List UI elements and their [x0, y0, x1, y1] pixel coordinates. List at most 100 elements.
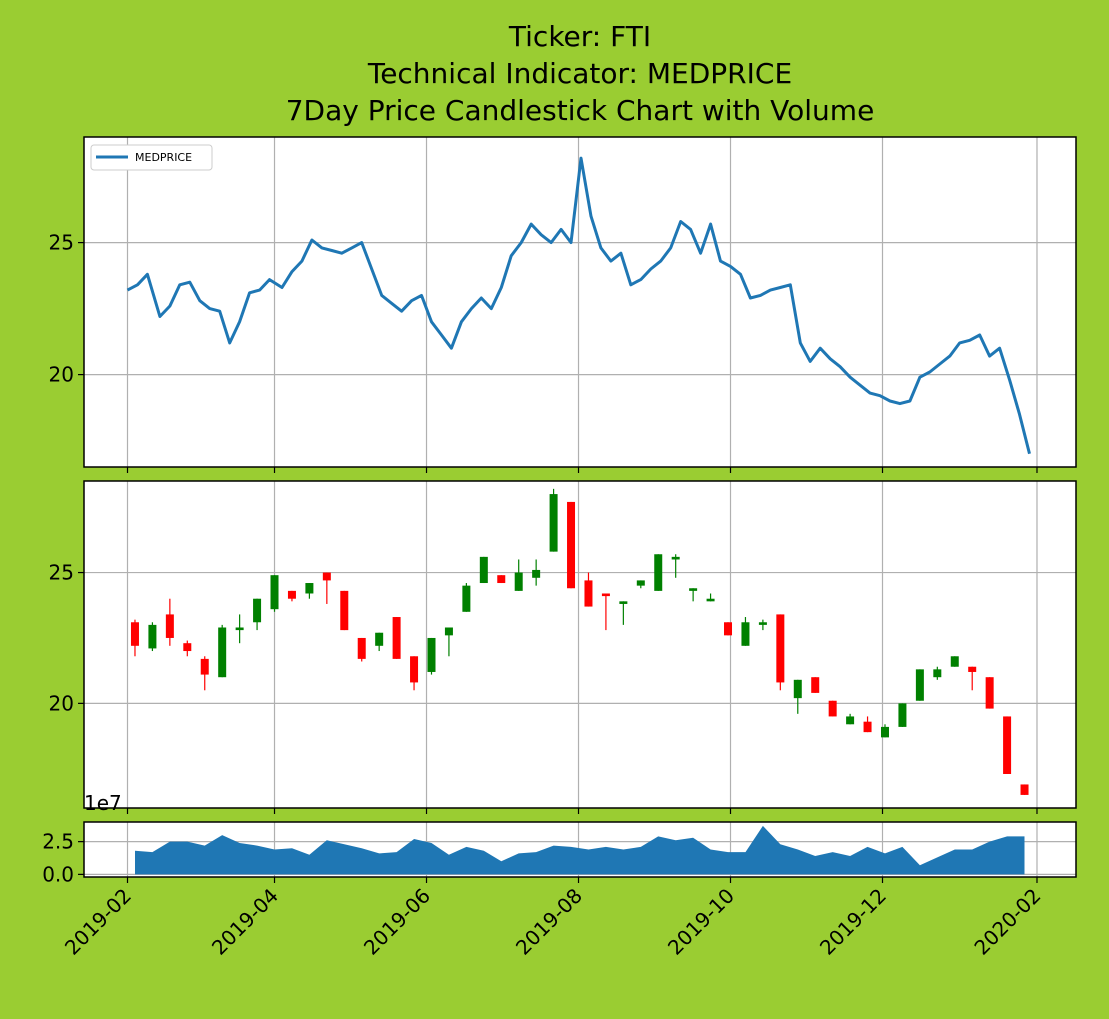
candle-body [863, 721, 872, 733]
candle [933, 666, 942, 680]
candle-body [514, 572, 523, 591]
indicator-x-tick-marks [126, 467, 1038, 473]
candle [619, 601, 628, 625]
candle [462, 583, 471, 612]
candle-body [636, 580, 645, 586]
y-tick-label: 20 [49, 363, 74, 387]
candle-body [287, 590, 296, 599]
candlestick-x-tick-marks [126, 808, 1038, 814]
candle-body [793, 679, 802, 699]
candle [514, 559, 523, 591]
legend-box [90, 144, 213, 171]
candle [567, 501, 576, 589]
candle [828, 700, 837, 717]
candle [950, 656, 959, 667]
candle-body [689, 588, 698, 591]
candle [497, 575, 506, 584]
candle [724, 622, 733, 636]
candle [444, 627, 453, 657]
candle [741, 617, 750, 646]
candle [270, 575, 279, 612]
y-tick-label: 25 [49, 561, 74, 585]
candle-body [270, 575, 279, 610]
candle [305, 583, 314, 599]
candle [200, 656, 209, 691]
y-tick-label: 20 [49, 691, 74, 715]
candle [863, 716, 872, 733]
volume-frame [83, 821, 1077, 878]
candle-body [165, 614, 174, 638]
candle-body [444, 627, 453, 636]
candle-body [933, 669, 942, 678]
medprice-series-line [126, 156, 1031, 455]
candle-body [200, 658, 209, 675]
candle [165, 598, 174, 646]
candle-body [253, 598, 262, 623]
volume-y-ticks: 0.02.5 [42, 830, 84, 886]
candle [811, 677, 820, 693]
candle-body [218, 627, 227, 678]
candle [584, 572, 593, 607]
candle-body [724, 622, 733, 636]
candle-body [846, 716, 855, 725]
candle-body [758, 622, 767, 625]
candle-body [915, 669, 924, 701]
candle-body [322, 572, 331, 581]
candle-body [427, 637, 436, 672]
candle-body [741, 622, 750, 646]
title-ticker: Ticker: FTI [508, 20, 651, 53]
candle [410, 656, 419, 691]
indicator-frame [83, 136, 1077, 468]
candle-body [654, 554, 663, 591]
candle-body [375, 632, 384, 646]
candle [479, 556, 488, 584]
candle [1003, 716, 1012, 774]
candle-body [950, 656, 959, 667]
candle [846, 713, 855, 725]
title-indicator: Technical Indicator: MEDPRICE [367, 57, 792, 90]
candle [968, 666, 977, 691]
candle-body [357, 637, 366, 659]
candlestick-frame [83, 480, 1077, 809]
candle-body [671, 556, 680, 560]
candle [235, 614, 244, 644]
candle-body [811, 677, 820, 693]
candle [253, 598, 262, 631]
candle [549, 488, 558, 552]
candle-body [1003, 716, 1012, 774]
candle [758, 619, 767, 631]
candlestick-grid [84, 481, 1076, 808]
candle [601, 593, 610, 631]
candle-body [828, 700, 837, 717]
candle [1020, 784, 1029, 795]
candle [287, 590, 296, 602]
indicator-plot-area [84, 137, 1076, 467]
candle-body [235, 627, 244, 631]
candle [776, 614, 785, 691]
candle [915, 669, 924, 701]
candle [532, 559, 541, 586]
candle [880, 724, 889, 738]
candle-body [392, 617, 401, 659]
candle [183, 640, 192, 657]
candle [322, 572, 331, 604]
candle-body [968, 666, 977, 672]
candle [218, 624, 227, 678]
candle-body [1020, 784, 1029, 795]
candle [671, 554, 680, 578]
candle-body [305, 583, 314, 594]
candle-body [148, 624, 157, 649]
candle [427, 637, 436, 675]
candlestick-series [130, 488, 1029, 795]
candle-body [567, 501, 576, 589]
candle [985, 677, 994, 709]
candle-body [130, 622, 139, 646]
candle-body [776, 614, 785, 683]
candlestick-plot-area [84, 481, 1076, 808]
y-tick-label: 0.0 [42, 862, 74, 886]
candle-body [340, 590, 349, 631]
candle [636, 580, 645, 589]
candle [340, 590, 349, 631]
